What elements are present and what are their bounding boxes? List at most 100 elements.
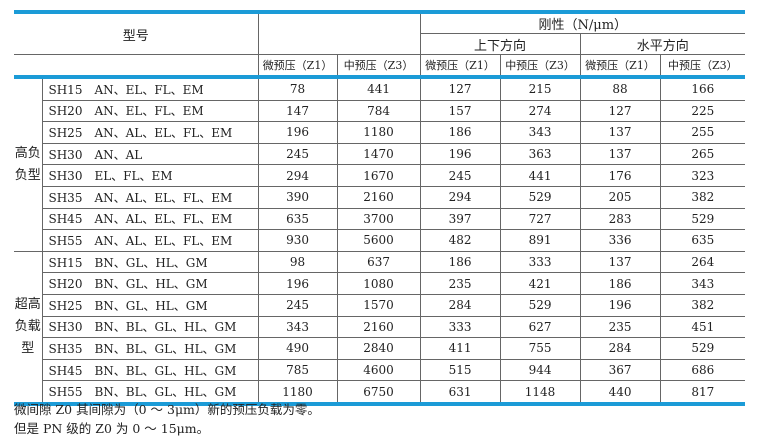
horizontal-header: 水平方向	[579, 33, 746, 55]
value-cell: 367	[579, 358, 661, 382]
model-cell: SH30 EL、FL、EM	[41, 164, 259, 187]
value-cell: 225	[659, 99, 746, 123]
value-cell: 1670	[336, 164, 421, 187]
value-cell: 785	[257, 358, 338, 382]
value-cell: 78	[257, 76, 338, 101]
value-cell: 186	[419, 250, 501, 274]
table-row: 高负负型 SH15 AN、EL、FL、EM 78 441 127 215 88 166	[14, 76, 746, 252]
value-cell: 147	[257, 99, 338, 123]
value-cell: 451	[659, 315, 746, 339]
footnotes: 微间隙 Z0 其间隙为（0 ～ 3μm）新的预压负载为零。 但是 PN 级的 Z…	[14, 400, 320, 438]
value-cell: 274	[499, 99, 581, 123]
table-row: SH20 BN、GL、HL、GM 196 1080 235 421 186 343	[14, 272, 746, 295]
table-row: SH30 BN、BL、GL、HL、GM 343 2160 333 627 235 451	[14, 315, 746, 339]
preload-header-blank	[257, 10, 421, 55]
value-cell: 333	[419, 315, 501, 339]
value-cell: 784	[336, 99, 421, 123]
value-cell: 176	[579, 164, 661, 187]
table-row: SH30 AN、AL 245 1470 196 363 137 265	[14, 142, 746, 166]
value-cell: 205	[579, 185, 661, 209]
model-cell: SH35 BN、BL、GL、HL、GM	[41, 337, 259, 360]
value-cell: 635	[659, 229, 746, 252]
model-cell: SH30 BN、BL、GL、HL、GM	[41, 315, 259, 339]
group-label: 超高负载型	[14, 250, 43, 406]
value-cell: 382	[659, 185, 746, 209]
table-row: SH25 AN、AL、EL、FL、EM 196 1180 186 343 137 255	[14, 121, 746, 144]
model-cell: SH20 BN、GL、HL、GM	[41, 272, 259, 295]
value-cell: 284	[419, 293, 501, 317]
sub-header: 中预压（Z3）	[659, 54, 746, 79]
table-row: SH55 AN、AL、EL、FL、EM 930 5600 482 891 336 635	[14, 229, 746, 252]
value-cell: 255	[659, 121, 746, 144]
model-cell: SH55 BN、BL、GL、HL、GM	[41, 380, 259, 406]
table-row: SH55 BN、BL、GL、HL、GM 1180 6750 631 1148 440 817	[14, 380, 746, 406]
value-cell: 245	[257, 293, 338, 317]
value-cell: 196	[257, 121, 338, 144]
table-row: SH45 BN、BL、GL、HL、GM 785 4600 515 944 367 686	[14, 358, 746, 382]
model-cell: SH15 BN、GL、HL、GM	[41, 250, 259, 274]
value-cell: 635	[257, 207, 338, 231]
value-cell: 196	[579, 293, 661, 317]
table-row: 超高负载型 SH15 BN、GL、HL、GM 98 637 186 333 137 264	[14, 250, 746, 406]
sub-header: 微预压（Z1）	[419, 54, 501, 79]
value-cell: 817	[659, 380, 746, 406]
value-cell: 529	[659, 207, 746, 231]
vertical-header: 上下方向	[419, 33, 581, 55]
value-cell: 515	[419, 358, 501, 382]
value-cell: 245	[419, 164, 501, 187]
value-cell: 283	[579, 207, 661, 231]
value-cell: 482	[419, 229, 501, 252]
value-cell: 631	[419, 380, 501, 406]
value-cell: 127	[419, 76, 501, 101]
value-cell: 1080	[336, 272, 421, 295]
value-cell: 235	[419, 272, 501, 295]
value-cell: 343	[499, 121, 581, 144]
value-cell: 930	[257, 229, 338, 252]
value-cell: 529	[659, 337, 746, 360]
value-cell: 1180	[336, 121, 421, 144]
value-cell: 245	[257, 142, 338, 166]
value-cell: 284	[579, 337, 661, 360]
value-cell: 264	[659, 250, 746, 274]
value-cell: 196	[257, 272, 338, 295]
value-cell: 235	[579, 315, 661, 339]
sub-header: 中预压（Z3）	[499, 54, 581, 79]
stiffness-table: 型号 刚性（N/μm） 上下方向 水平方向 微预压（Z1） 中预压（Z3） 微预…	[14, 10, 746, 406]
model-cell: SH35 AN、AL、EL、FL、EM	[41, 185, 259, 209]
value-cell: 891	[499, 229, 581, 252]
value-cell: 343	[257, 315, 338, 339]
value-cell: 390	[257, 185, 338, 209]
value-cell: 727	[499, 207, 581, 231]
value-cell: 294	[257, 164, 338, 187]
value-cell: 411	[419, 337, 501, 360]
value-cell: 265	[659, 142, 746, 166]
model-cell: SH15 AN、EL、FL、EM	[41, 76, 259, 101]
model-header-spacer	[14, 54, 259, 79]
table-row: SH25 BN、GL、HL、GM 245 1570 284 529 196 382	[14, 293, 746, 317]
value-cell: 5600	[336, 229, 421, 252]
value-cell: 755	[499, 337, 581, 360]
value-cell: 637	[336, 250, 421, 274]
value-cell: 323	[659, 164, 746, 187]
value-cell: 186	[579, 272, 661, 295]
model-cell: SH20 AN、EL、FL、EM	[41, 99, 259, 123]
value-cell: 529	[499, 185, 581, 209]
sub-header: 中预压（Z3）	[336, 54, 421, 79]
value-cell: 441	[336, 76, 421, 101]
value-cell: 166	[659, 76, 746, 101]
value-cell: 441	[499, 164, 581, 187]
value-cell: 944	[499, 358, 581, 382]
model-header: 型号	[14, 10, 259, 55]
value-cell: 343	[659, 272, 746, 295]
table-row: SH30 EL、FL、EM 294 1670 245 441 176 323	[14, 164, 746, 187]
group-label: 高负负型	[14, 76, 43, 252]
value-cell: 627	[499, 315, 581, 339]
value-cell: 98	[257, 250, 338, 274]
value-cell: 6750	[336, 380, 421, 406]
value-cell: 382	[659, 293, 746, 317]
value-cell: 686	[659, 358, 746, 382]
model-cell: SH25 AN、AL、EL、FL、EM	[41, 121, 259, 144]
sub-header: 微预压（Z1）	[579, 54, 661, 79]
footnote: 微间隙 Z0 其间隙为（0 ～ 3μm）新的预压负载为零。	[14, 402, 320, 417]
footnote: 但是 PN 级的 Z0 为 0 ～ 15μm。	[14, 421, 210, 436]
